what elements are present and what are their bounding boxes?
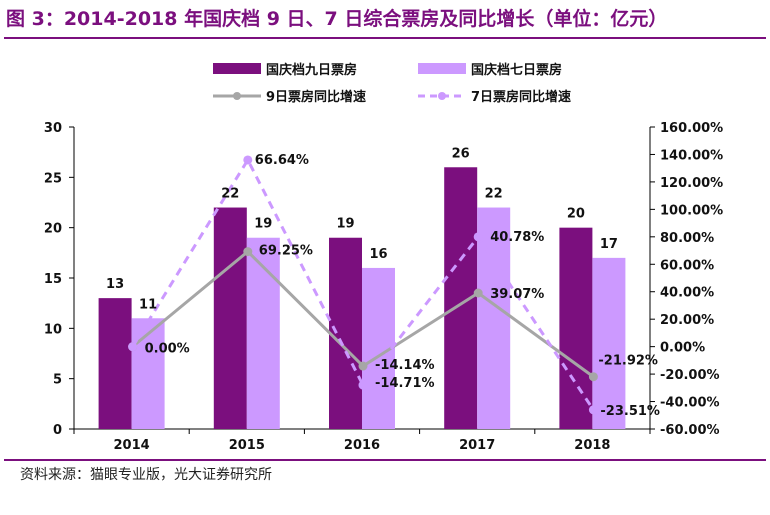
data-labels: 13 22 19 26 20 11 19 16 22 17 0.00% 69.25% -14.14% 39… xyxy=(106,146,660,419)
line-7day-value-label: -23.51% xyxy=(600,404,660,419)
line-9day-value-label: -21.92% xyxy=(598,354,658,369)
left-axis-tick-label: 25 xyxy=(44,171,62,186)
bar-value-label: 11 xyxy=(139,297,157,312)
bar-value-label: 22 xyxy=(485,187,503,202)
left-axis-tick-label: 20 xyxy=(44,222,62,237)
bar-7day xyxy=(477,207,511,429)
bar-value-label: 19 xyxy=(254,217,272,232)
x-axis-tick-label: 2014 xyxy=(114,438,150,453)
line-9day-value-label: 39.07% xyxy=(490,287,544,302)
left-axis-tick-label: 30 xyxy=(44,121,62,136)
bar-value-label: 22 xyxy=(221,187,239,202)
left-axis-tick-label: 0 xyxy=(53,423,62,438)
legend-label-bar-7day: 国庆档七日票房 xyxy=(471,62,562,78)
line-7day-value-label: 40.78% xyxy=(490,230,544,245)
lines xyxy=(128,155,598,415)
legend: 国庆档九日票房 国庆档七日票房 9日票房同比增速 7日票房同比增速 xyxy=(213,62,571,105)
bar-value-label: 19 xyxy=(336,217,354,232)
line-7day-value-label: 66.64% xyxy=(255,153,309,168)
right-axis-tick-label: 80.00% xyxy=(660,231,714,246)
right-axis-tick-label: 20.00% xyxy=(660,313,714,328)
source-note: 资料来源：猫眼专业版，光大证券研究所 xyxy=(20,467,272,483)
bar-9day xyxy=(559,227,593,429)
chart-title: 图 3：2014-2018 年国庆档 9 日、7 日综合票房及同比增长（单位：亿… xyxy=(6,8,668,30)
bar-value-label: 20 xyxy=(567,207,585,222)
axes: 0 5 10 15 20 25 30 -60.00% -40.00% -20.00% 0.00% 20… xyxy=(44,121,723,453)
bar-9day xyxy=(329,237,362,429)
bar-value-label: 26 xyxy=(452,146,470,161)
line-marker xyxy=(243,247,253,257)
line-marker xyxy=(128,342,138,352)
line-9day-value-label: 0.00% xyxy=(145,342,190,357)
source-divider xyxy=(4,459,766,461)
legend-label-line-7day: 7日票房同比增速 xyxy=(471,89,571,105)
right-axis-tick-label: 40.00% xyxy=(660,286,714,301)
bar-7day xyxy=(131,318,165,429)
right-axis-tick-label: 120.00% xyxy=(660,176,723,191)
right-axis-tick-label: 0.00% xyxy=(660,341,705,356)
legend-swatch-bar-7day xyxy=(418,63,466,74)
bar-value-label: 16 xyxy=(369,247,387,262)
legend-label-bar-9day: 国庆档九日票房 xyxy=(266,62,357,78)
x-axis-tick-label: 2015 xyxy=(229,438,265,453)
line-marker xyxy=(473,288,483,298)
bar-9day xyxy=(213,207,247,429)
bar-value-label: 17 xyxy=(600,237,618,252)
line-marker xyxy=(358,361,368,371)
right-axis-tick-label: 60.00% xyxy=(660,258,714,273)
line-marker xyxy=(243,155,253,165)
x-axis-tick-label: 2018 xyxy=(574,438,610,453)
bar-value-label: 13 xyxy=(106,277,124,292)
right-axis-tick-label: 140.00% xyxy=(660,148,723,163)
right-axis-tick-label: 160.00% xyxy=(660,121,723,136)
title-divider xyxy=(4,37,766,39)
legend-label-line-9day: 9日票房同比增速 xyxy=(266,89,366,105)
line-7day xyxy=(131,158,595,411)
line-9day-value-label: -14.14% xyxy=(375,358,435,373)
line-marker xyxy=(588,405,598,415)
left-axis-tick-label: 10 xyxy=(44,322,62,337)
legend-marker-line-9day xyxy=(233,92,241,100)
left-axis-tick-label: 15 xyxy=(44,272,62,287)
line-marker xyxy=(473,232,483,242)
legend-marker-line-7day xyxy=(438,92,446,100)
legend-swatch-bar-9day xyxy=(213,63,261,74)
left-axis-tick-label: 5 xyxy=(53,373,62,388)
bar-7day xyxy=(592,257,626,429)
line-marker xyxy=(588,372,598,382)
bar-7day xyxy=(246,237,280,429)
line-7day-value-label: -14.71% xyxy=(375,376,435,391)
line-9day-value-label: 69.25% xyxy=(259,244,313,259)
x-axis-tick-label: 2016 xyxy=(344,438,380,453)
line-marker xyxy=(358,380,368,390)
x-axis-tick-label: 2017 xyxy=(459,438,495,453)
bar-9day xyxy=(98,298,132,429)
right-axis-tick-label: -40.00% xyxy=(660,396,720,411)
bars xyxy=(98,167,626,429)
right-axis-tick-label: -60.00% xyxy=(660,423,720,438)
right-axis-tick-label: 100.00% xyxy=(660,203,723,218)
right-axis-tick-label: -20.00% xyxy=(660,368,720,383)
